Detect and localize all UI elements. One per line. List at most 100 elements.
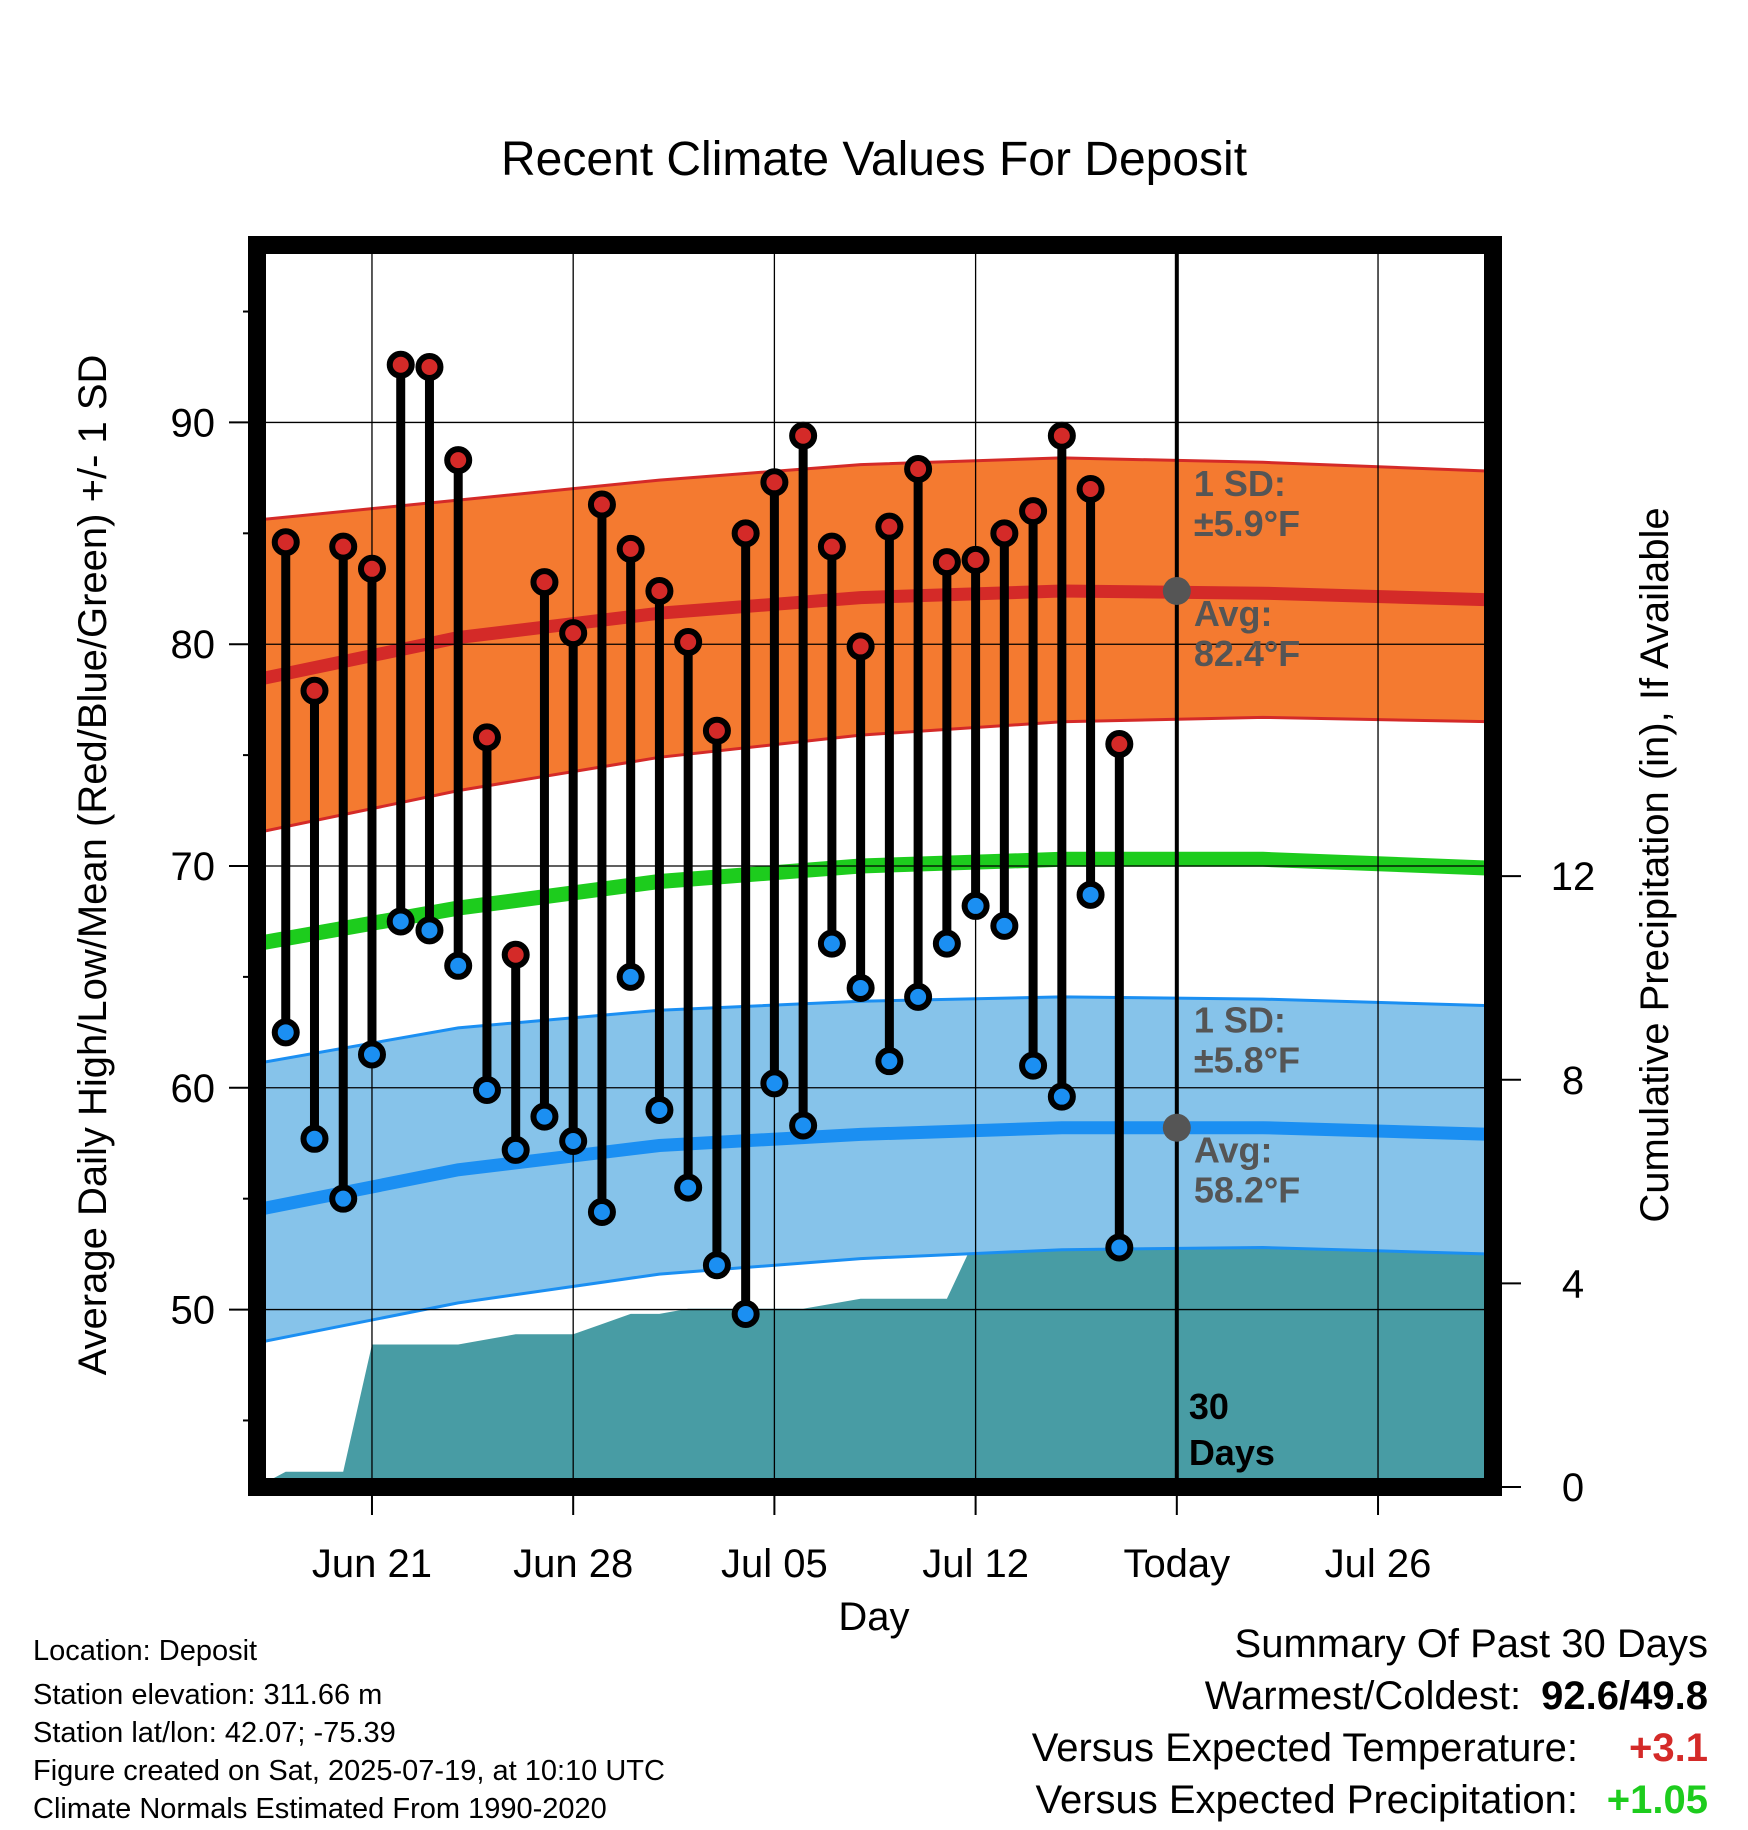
observed-low-point bbox=[616, 962, 645, 991]
observed-high-point bbox=[1076, 474, 1105, 503]
info-location: Location: Deposit bbox=[33, 1635, 258, 1667]
observed-high-point bbox=[1105, 730, 1134, 759]
observed-low-point bbox=[817, 929, 846, 958]
observed-high-point bbox=[990, 519, 1019, 548]
observed-low-point bbox=[674, 1173, 703, 1202]
observed-low-point bbox=[1076, 880, 1105, 909]
observed-high-point bbox=[559, 619, 588, 648]
observed-high-point bbox=[817, 532, 846, 561]
observed-high-point bbox=[530, 568, 559, 597]
observed-high-point bbox=[271, 528, 300, 557]
days-count: 30 bbox=[1189, 1386, 1229, 1427]
observed-low-point bbox=[472, 1076, 501, 1105]
observed-high-point bbox=[1019, 497, 1048, 526]
x-tick-label: Jul 12 bbox=[922, 1542, 1029, 1586]
observed-high-point bbox=[904, 455, 933, 484]
summary-heading: Summary Of Past 30 Days bbox=[1234, 1622, 1708, 1666]
observed-high-point bbox=[616, 534, 645, 563]
observed-low-point bbox=[990, 911, 1019, 940]
observed-low-point bbox=[961, 891, 990, 920]
observed-low-point bbox=[300, 1124, 329, 1153]
high-sd-band bbox=[257, 457, 1493, 833]
low-sd-band bbox=[257, 996, 1493, 1343]
warm-cold-sep: / bbox=[1619, 1674, 1631, 1718]
high-sd-label: 1 SD: bbox=[1194, 463, 1286, 504]
info-normals: Climate Normals Estimated From 1990-2020 bbox=[33, 1793, 607, 1825]
observed-low-point bbox=[875, 1047, 904, 1076]
observed-low-point bbox=[415, 916, 444, 945]
observed-high-point bbox=[472, 723, 501, 752]
info-latlon: Station lat/lon: 42.07; -75.39 bbox=[33, 1717, 396, 1749]
chart-title: Recent Climate Values For Deposit bbox=[501, 133, 1247, 186]
summary-temp: Versus Expected Temperature: +3.1 bbox=[1032, 1726, 1708, 1778]
y-tick-label-70: 70 bbox=[171, 845, 216, 889]
observed-high-point bbox=[329, 532, 358, 561]
observed-high-point bbox=[386, 350, 415, 379]
observed-low-point bbox=[760, 1069, 789, 1098]
observed-high-point bbox=[501, 940, 530, 969]
y-axis-label: Average Daily High/Low/Mean (Red/Blue/Gr… bbox=[71, 355, 115, 1376]
observed-low-point bbox=[731, 1300, 760, 1329]
observed-high-point bbox=[932, 548, 961, 577]
precip-value: +1.05 bbox=[1606, 1778, 1708, 1822]
y-tick-label-90: 90 bbox=[171, 401, 216, 445]
observed-low-point bbox=[357, 1040, 386, 1069]
observed-low-point bbox=[559, 1127, 588, 1156]
high-sd-value: ±5.9°F bbox=[1194, 503, 1300, 544]
observed-high-point bbox=[1047, 421, 1076, 450]
observed-low-point bbox=[932, 929, 961, 958]
today-avg-high-point bbox=[1162, 576, 1191, 605]
low-avg-value: 58.2°F bbox=[1194, 1170, 1300, 1211]
observed-low-point bbox=[386, 907, 415, 936]
low-sd-band-lower-edge bbox=[257, 1245, 1493, 1345]
observed-high-point bbox=[444, 446, 473, 475]
warmest-value: 92.6 bbox=[1541, 1674, 1620, 1718]
station-info: Location: Deposit Station elevation: 311… bbox=[33, 1632, 665, 1828]
observed-high-point bbox=[300, 676, 329, 705]
y-tick-label-50: 50 bbox=[171, 1289, 216, 1333]
observed-low-point bbox=[645, 1095, 674, 1124]
today-avg-low-point bbox=[1162, 1113, 1191, 1142]
observed-low-point bbox=[271, 1018, 300, 1047]
observed-high-point bbox=[587, 490, 616, 519]
low-sd-value: ±5.8°F bbox=[1194, 1040, 1300, 1081]
low-sd-label: 1 SD: bbox=[1194, 1000, 1286, 1041]
observed-low-point bbox=[1047, 1082, 1076, 1111]
days-label: Days bbox=[1189, 1432, 1275, 1473]
info-elevation: Station elevation: 311.66 m bbox=[33, 1679, 383, 1711]
summary-block: Summary Of Past 30 Days Warmest/Coldest:… bbox=[1032, 1622, 1708, 1830]
x-tick-label: Jul 26 bbox=[1325, 1542, 1432, 1586]
x-tick-label: Jun 28 bbox=[513, 1542, 633, 1586]
observed-low-point bbox=[789, 1111, 818, 1140]
y2-tick-label-12: 12 bbox=[1551, 855, 1596, 899]
observed-low-point bbox=[1019, 1051, 1048, 1080]
observed-low-point bbox=[444, 951, 473, 980]
x-tick-label: Jul 05 bbox=[721, 1542, 828, 1586]
x-tick-label: Today bbox=[1123, 1542, 1230, 1586]
warm-cold-label: Warmest/Coldest: bbox=[1204, 1674, 1522, 1718]
observed-low-point bbox=[846, 973, 875, 1002]
observed-low-point bbox=[587, 1197, 616, 1226]
coldest-value: 49.8 bbox=[1630, 1674, 1708, 1718]
info-created: Figure created on Sat, 2025-07-19, at 10… bbox=[33, 1755, 665, 1787]
temp-label: Versus Expected Temperature: bbox=[1031, 1726, 1578, 1770]
observed-high-point bbox=[357, 554, 386, 583]
observed-low-point bbox=[702, 1251, 731, 1280]
observed-high-point bbox=[645, 576, 674, 605]
high-avg-value: 82.4°F bbox=[1194, 633, 1300, 674]
high-avg-label: Avg: bbox=[1194, 593, 1273, 634]
y-tick-label-60: 60 bbox=[171, 1067, 216, 1111]
observed-high-point bbox=[875, 512, 904, 541]
y-tick-label-80: 80 bbox=[171, 623, 216, 667]
plot-frame bbox=[248, 236, 1502, 1496]
precip-area bbox=[257, 1212, 1493, 1487]
observed-high-point bbox=[846, 632, 875, 661]
observed-high-point bbox=[415, 352, 444, 381]
axes: 50 60 70 80 90 0 4 8 12 Jun 21 Jun 28 Jul 05 Jul 12 T… bbox=[171, 310, 1596, 1586]
temp-value: +3.1 bbox=[1629, 1726, 1708, 1770]
observed-high-point bbox=[789, 421, 818, 450]
observed-high-point bbox=[731, 519, 760, 548]
summary-precip: Versus Expected Precipitation: +1.05 bbox=[1032, 1778, 1708, 1830]
